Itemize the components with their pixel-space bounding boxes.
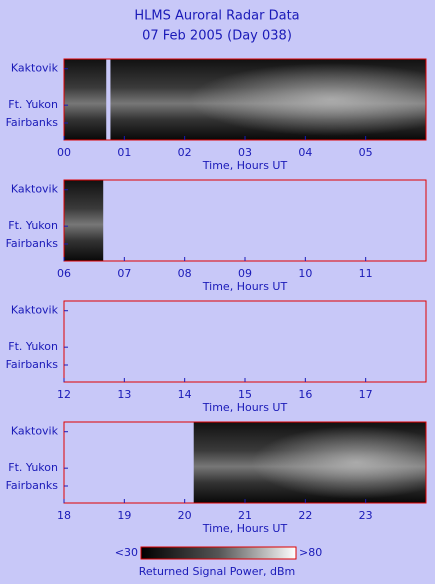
y-tick-label: Ft. Yukon [8, 340, 58, 353]
chart-subtitle: 07 Feb 2005 (Day 038) [142, 29, 292, 44]
x-tick-label: 09 [238, 267, 252, 280]
x-tick-label: 06 [57, 267, 71, 280]
x-tick-label: 23 [359, 509, 373, 522]
colorbar-tick-label: >80 [299, 546, 322, 559]
x-tick-label: 05 [359, 146, 373, 159]
x-tick-label: 19 [117, 509, 131, 522]
x-tick-label: 00 [57, 146, 71, 159]
x-tick-label: 03 [238, 146, 252, 159]
radar-segment [64, 180, 104, 261]
y-tick-label: Kaktovik [11, 183, 59, 196]
y-tick-label: Ft. Yukon [8, 98, 58, 111]
radar-segment [64, 59, 107, 140]
x-axis-label: Time, Hours UT [202, 401, 288, 414]
colorbar-label: Returned Signal Power, dBm [139, 565, 296, 578]
y-tick-label: Kaktovik [11, 425, 59, 438]
x-tick-label: 01 [117, 146, 131, 159]
y-tick-label: Ft. Yukon [8, 219, 58, 232]
radar-glow [110, 59, 426, 140]
chart-title: HLMS Auroral Radar Data [134, 9, 299, 24]
x-tick-label: 18 [57, 509, 71, 522]
x-axis-label: Time, Hours UT [202, 280, 288, 293]
x-tick-label: 20 [178, 509, 192, 522]
y-tick-label: Fairbanks [6, 358, 59, 371]
x-axis-label: Time, Hours UT [202, 522, 288, 535]
y-tick-label: Fairbanks [6, 479, 59, 492]
radar-glow [193, 422, 426, 503]
x-tick-label: 10 [298, 267, 312, 280]
x-tick-label: 14 [178, 388, 192, 401]
x-tick-label: 04 [298, 146, 312, 159]
y-tick-label: Fairbanks [6, 116, 59, 129]
x-tick-label: 16 [298, 388, 312, 401]
colorbar [140, 546, 297, 560]
x-tick-label: 15 [238, 388, 252, 401]
colorbar-tick-label: <30 [115, 546, 138, 559]
x-tick-label: 17 [359, 388, 373, 401]
x-tick-label: 12 [57, 388, 71, 401]
x-tick-label: 21 [238, 509, 252, 522]
x-tick-label: 07 [117, 267, 131, 280]
y-tick-label: Ft. Yukon [8, 461, 58, 474]
y-tick-label: Fairbanks [6, 237, 59, 250]
x-axis-label: Time, Hours UT [202, 159, 288, 172]
x-tick-label: 22 [298, 509, 312, 522]
plot-frame [63, 179, 427, 262]
x-tick-label: 11 [359, 267, 373, 280]
y-tick-label: Kaktovik [11, 304, 59, 317]
y-tick-label: Kaktovik [11, 62, 59, 75]
x-tick-label: 02 [178, 146, 192, 159]
x-tick-label: 13 [117, 388, 131, 401]
plot-frame [63, 300, 427, 383]
x-tick-label: 08 [178, 267, 192, 280]
